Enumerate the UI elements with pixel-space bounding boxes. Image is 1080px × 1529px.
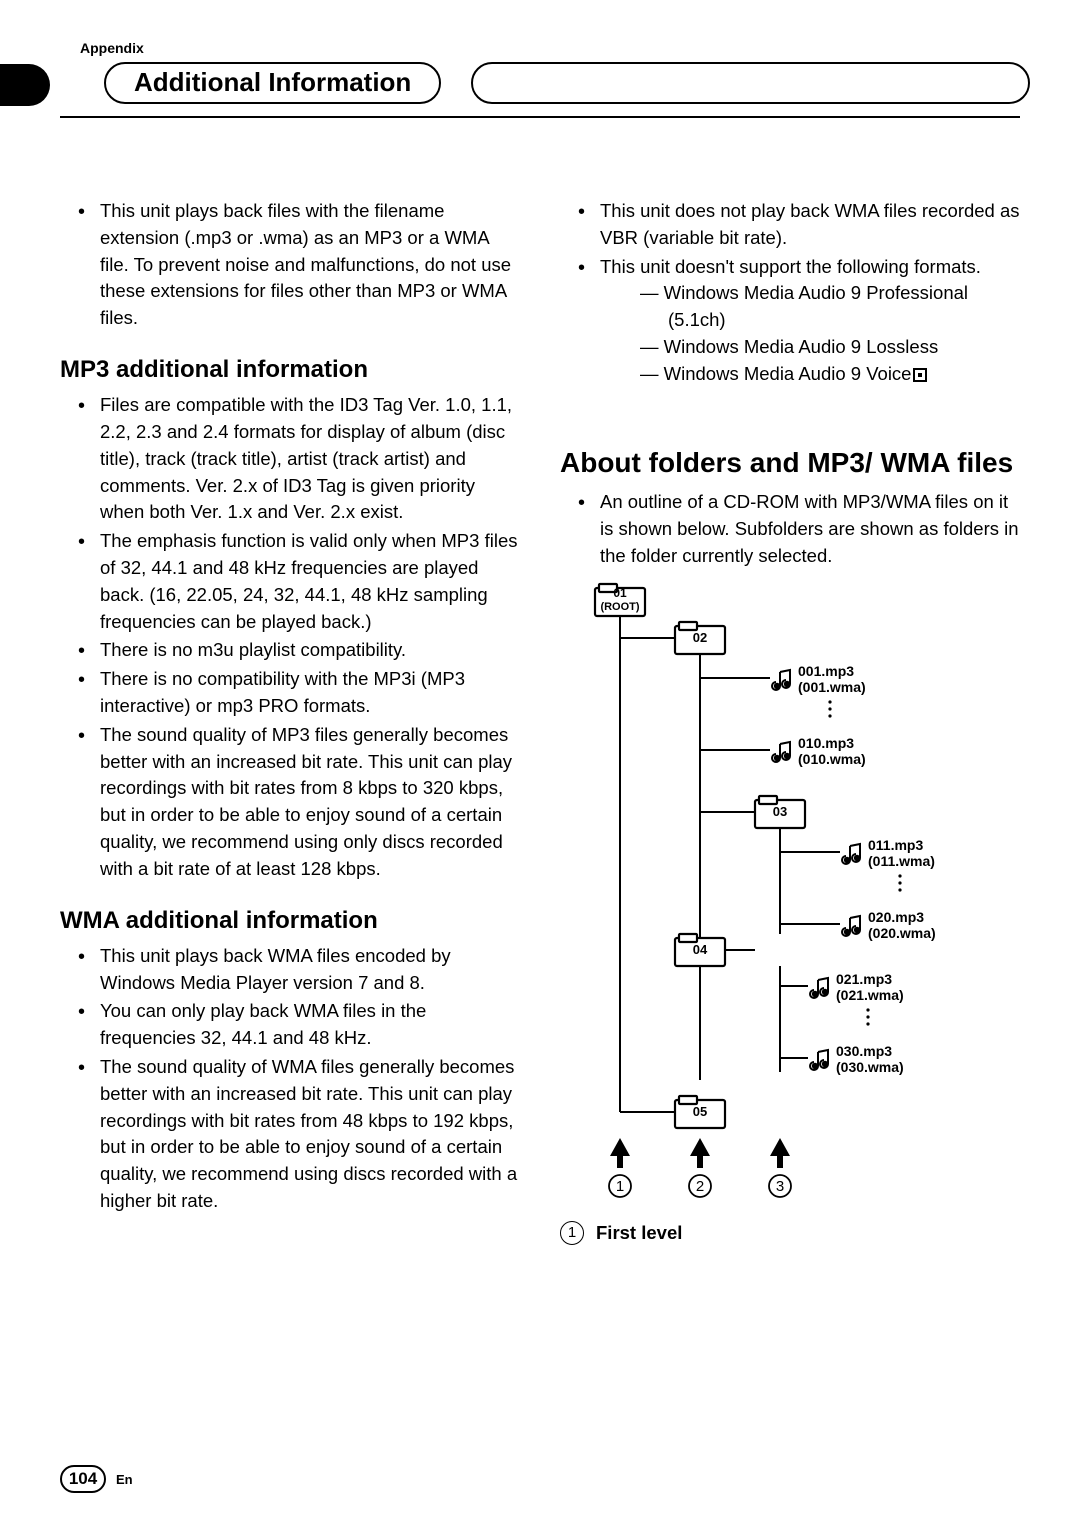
about-list: An outline of a CD-ROM with MP3/WMA file… (560, 489, 1020, 569)
list-item: The emphasis function is valid only when… (60, 528, 520, 635)
legend-circle-1: 1 (560, 1221, 584, 1245)
file-label: (010.wma) (798, 751, 866, 767)
file-label: (021.wma) (836, 987, 904, 1003)
intro-bullet: This unit plays back files with the file… (60, 198, 520, 332)
list-item: The sound quality of MP3 files generally… (60, 722, 520, 883)
folder-04: 04 (693, 942, 708, 957)
diagram-circ-1: 1 (616, 1178, 624, 1195)
left-column: This unit plays back files with the file… (60, 198, 520, 1245)
folder-02: 02 (693, 630, 707, 645)
content-columns: This unit plays back files with the file… (60, 198, 1020, 1245)
right-top-list: This unit does not play back WMA files r… (560, 198, 1020, 388)
section-end-icon (913, 368, 927, 382)
legend-row: 1 First level (560, 1221, 1020, 1245)
diagram-circ-3: 3 (776, 1178, 784, 1195)
about-heading: About folders and MP3/ WMA files (560, 446, 1020, 480)
folder-05: 05 (693, 1104, 707, 1119)
folder-root-line2: (ROOT) (600, 601, 639, 613)
diagram-circ-2: 2 (696, 1178, 704, 1195)
mp3-list: Files are compatible with the ID3 Tag Ve… (60, 392, 520, 883)
file-label: (011.wma) (868, 853, 935, 869)
page-number: 104 (60, 1465, 106, 1493)
page-lang: En (116, 1472, 133, 1487)
file-label: (030.wma) (836, 1059, 904, 1075)
side-tab (0, 64, 50, 106)
list-item: There is no compatibility with the MP3i … (60, 666, 520, 720)
right-column: This unit does not play back WMA files r… (560, 198, 1020, 1245)
file-label: (001.wma) (798, 679, 866, 695)
file-label: (020.wma) (868, 925, 936, 941)
header-row: Additional Information (60, 62, 1020, 104)
list-item: Windows Media Audio 9 Professional (5.1c… (640, 280, 1020, 334)
header-title: Additional Information (134, 67, 411, 98)
header-title-pill: Additional Information (104, 62, 441, 104)
list-item: This unit plays back WMA files encoded b… (60, 943, 520, 997)
folder-diagram: 01 (ROOT) 02 03 04 05 001.mp3 (001.wma) … (580, 582, 1020, 1207)
file-label: 001.mp3 (798, 663, 854, 679)
wma-heading: WMA additional information (60, 907, 520, 935)
file-label: 011.mp3 (868, 837, 923, 853)
wma-list: This unit plays back WMA files encoded b… (60, 943, 520, 1215)
list-item: Windows Media Audio 9 Lossless (640, 334, 1020, 361)
folder-03: 03 (773, 804, 787, 819)
header-empty-pill (471, 62, 1030, 104)
list-item: Windows Media Audio 9 Voice (640, 361, 1020, 388)
folder-root-line1: 01 (613, 586, 627, 600)
page-footer: 104 En (60, 1465, 133, 1493)
list-item: Files are compatible with the ID3 Tag Ve… (60, 392, 520, 526)
list-item: The sound quality of WMA files generally… (60, 1054, 520, 1215)
intro-list: This unit plays back files with the file… (60, 198, 520, 332)
file-label: 021.mp3 (836, 971, 892, 987)
list-item-text: This unit doesn't support the following … (600, 256, 981, 277)
file-label: 010.mp3 (798, 735, 854, 751)
file-label: 020.mp3 (868, 909, 924, 925)
list-item: This unit does not play back WMA files r… (560, 198, 1020, 252)
folder-tree-svg: 01 (ROOT) 02 03 04 05 001.mp3 (001.wma) … (580, 582, 1000, 1202)
mp3-heading: MP3 additional information (60, 356, 520, 384)
list-item: You can only play back WMA files in the … (60, 998, 520, 1052)
header-rule (60, 116, 1020, 118)
list-item: There is no m3u playlist compatibility. (60, 637, 520, 664)
about-bullet: An outline of a CD-ROM with MP3/WMA file… (560, 489, 1020, 569)
unsupported-text: Windows Media Audio 9 Voice (664, 363, 912, 384)
legend-1-label: First level (596, 1222, 682, 1244)
unsupported-list: Windows Media Audio 9 Professional (5.1c… (600, 280, 1020, 387)
file-label: 030.mp3 (836, 1043, 892, 1059)
appendix-label: Appendix (80, 40, 1020, 56)
list-item: This unit doesn't support the following … (560, 254, 1020, 388)
